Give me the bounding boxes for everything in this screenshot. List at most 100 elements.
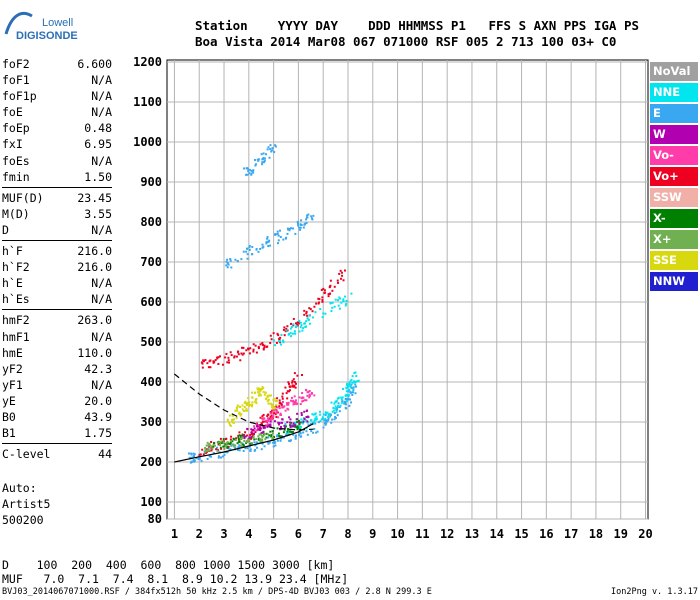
echo-point <box>263 160 266 163</box>
echo-point <box>318 301 321 304</box>
echo-point <box>267 245 270 248</box>
echo-point <box>261 431 264 434</box>
echo-point <box>327 293 330 296</box>
echo-point <box>255 438 258 441</box>
echo-point <box>294 421 297 424</box>
echo-point <box>267 419 270 422</box>
echo-point <box>267 398 270 401</box>
echo-point <box>260 153 263 156</box>
echo-point <box>269 418 272 421</box>
param-value: 6.600 <box>77 57 112 71</box>
echo-point <box>277 421 280 424</box>
echo-point <box>261 438 264 441</box>
echo-point <box>275 411 278 414</box>
echo-point <box>321 300 324 303</box>
param-row: foF1 N/A <box>2 72 112 88</box>
echo-point <box>262 434 265 437</box>
echo-point <box>274 233 277 236</box>
auto-label: Auto: <box>2 481 37 495</box>
echo-point <box>244 435 247 438</box>
echo-point <box>245 173 248 176</box>
echo-point <box>299 226 302 229</box>
echo-point <box>242 435 245 438</box>
echo-point <box>329 292 332 295</box>
echo-point <box>238 411 241 414</box>
echo-point <box>340 396 343 399</box>
polarization-legend: NoVal NNE E W Vo- Vo+ SSW X- X+ SSE NNW <box>650 62 698 293</box>
echo-point <box>306 214 309 217</box>
param-row: yF1 N/A <box>2 377 112 393</box>
param-key: fmin <box>2 169 30 184</box>
param-row: MUF(D) 23.45 <box>2 190 112 206</box>
echo-point <box>339 297 342 300</box>
echo-point <box>261 386 264 389</box>
echo-point <box>225 260 228 263</box>
echo-point <box>208 442 211 445</box>
x-tick-label: 4 <box>245 527 252 541</box>
echo-point <box>296 220 299 223</box>
echo-point <box>259 433 262 436</box>
echo-point <box>238 434 241 437</box>
echo-point <box>217 441 220 444</box>
echo-point <box>279 412 282 415</box>
echo-point <box>279 336 282 339</box>
echo-point <box>338 296 341 299</box>
param-key: foF2 <box>2 57 30 71</box>
echo-point <box>270 402 273 405</box>
echo-point <box>303 309 306 312</box>
x-tick-label: 7 <box>320 527 327 541</box>
echo-point <box>310 391 313 394</box>
param-value: N/A <box>91 292 112 307</box>
echo-point <box>254 400 257 403</box>
echo-point <box>338 410 341 413</box>
legend-item: NNW <box>650 272 698 291</box>
echo-point <box>334 407 337 410</box>
echo-point <box>322 413 325 416</box>
echo-point <box>263 432 266 435</box>
echo-point <box>190 456 193 459</box>
echo-point <box>305 399 308 402</box>
echo-point <box>305 325 308 328</box>
echo-point <box>245 441 248 444</box>
echo-point <box>263 157 266 160</box>
param-key: yF2 <box>2 361 23 376</box>
echo-point <box>294 232 297 235</box>
param-separator <box>2 186 112 188</box>
echo-point <box>261 163 264 166</box>
station-header: Station YYYY DAY DDD HHMMSS P1 FFS S AXN… <box>195 18 639 50</box>
echo-point <box>263 393 266 396</box>
echo-point <box>249 448 252 451</box>
echo-point <box>330 401 333 404</box>
echo-point <box>336 299 339 302</box>
echo-point <box>319 308 322 311</box>
echo-point <box>257 159 260 162</box>
echo-point <box>293 395 296 398</box>
echo-point <box>201 366 204 369</box>
echo-point <box>237 438 240 441</box>
echo-point <box>210 455 213 458</box>
echo-point <box>214 359 217 362</box>
echo-point <box>299 425 302 428</box>
echo-point <box>345 299 348 302</box>
echo-point <box>306 314 309 317</box>
echo-point <box>255 351 258 354</box>
echo-point <box>229 259 232 262</box>
echo-point <box>291 332 294 335</box>
echo-point <box>259 343 262 346</box>
echo-point <box>298 330 301 333</box>
echo-point <box>236 404 239 407</box>
echo-point <box>219 437 222 440</box>
echo-point <box>227 442 230 445</box>
echo-point <box>319 420 322 423</box>
echo-point <box>259 388 262 391</box>
echo-point <box>253 432 256 435</box>
echo-point <box>222 445 225 448</box>
echo-point <box>246 253 249 256</box>
echo-point <box>248 438 251 441</box>
echo-point <box>352 380 355 383</box>
echo-point <box>242 346 245 349</box>
y-tick-label: 1200 <box>133 55 162 69</box>
echo-point <box>274 145 277 148</box>
echo-point <box>271 417 274 420</box>
echo-point <box>256 424 259 427</box>
